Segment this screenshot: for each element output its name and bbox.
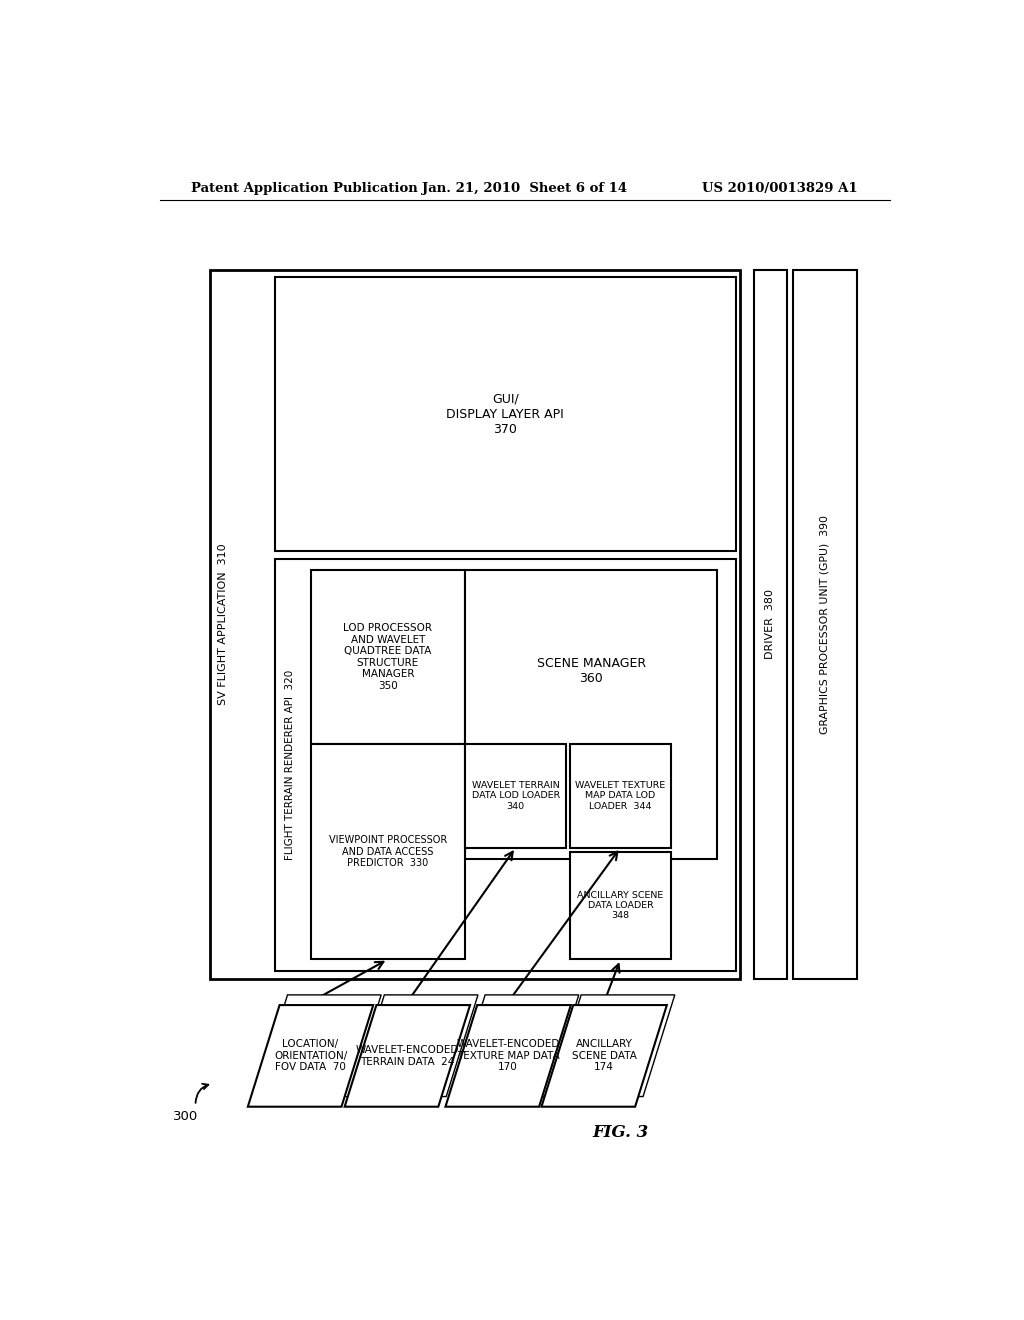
FancyBboxPatch shape: [274, 558, 736, 970]
FancyBboxPatch shape: [465, 570, 717, 859]
Text: GRAPHICS PROCESSOR UNIT (GPU)  390: GRAPHICS PROCESSOR UNIT (GPU) 390: [820, 515, 829, 734]
Polygon shape: [454, 995, 579, 1097]
Text: Jan. 21, 2010  Sheet 6 of 14: Jan. 21, 2010 Sheet 6 of 14: [422, 182, 628, 195]
FancyBboxPatch shape: [570, 744, 671, 847]
Text: 300: 300: [172, 1110, 198, 1123]
FancyBboxPatch shape: [274, 277, 736, 550]
Text: ANCILLARY
SCENE DATA
174: ANCILLARY SCENE DATA 174: [571, 1039, 637, 1072]
Text: FLIGHT TERRAIN RENDERER API  320: FLIGHT TERRAIN RENDERER API 320: [285, 669, 295, 859]
Polygon shape: [550, 995, 675, 1097]
FancyBboxPatch shape: [310, 744, 465, 960]
FancyBboxPatch shape: [465, 744, 566, 847]
Text: WAVELET TEXTURE
MAP DATA LOD
LOADER  344: WAVELET TEXTURE MAP DATA LOD LOADER 344: [575, 781, 666, 810]
Text: WAVELET-ENCODED
TEXTURE MAP DATA
170: WAVELET-ENCODED TEXTURE MAP DATA 170: [457, 1039, 560, 1072]
Text: WAVELET TERRAIN
DATA LOD LOADER
340: WAVELET TERRAIN DATA LOD LOADER 340: [471, 781, 560, 810]
Polygon shape: [542, 1005, 667, 1106]
Text: GUI/
DISPLAY LAYER API
370: GUI/ DISPLAY LAYER API 370: [446, 392, 564, 436]
Text: LOD PROCESSOR
AND WAVELET
QUADTREE DATA
STRUCTURE
MANAGER
350: LOD PROCESSOR AND WAVELET QUADTREE DATA …: [343, 623, 432, 690]
FancyBboxPatch shape: [210, 271, 740, 978]
Text: FIG. 3: FIG. 3: [592, 1123, 648, 1140]
Text: US 2010/0013829 A1: US 2010/0013829 A1: [702, 182, 858, 195]
FancyBboxPatch shape: [754, 271, 786, 978]
Text: SCENE MANAGER
360: SCENE MANAGER 360: [537, 657, 645, 685]
Text: LOCATION/
ORIENTATION/
FOV DATA  70: LOCATION/ ORIENTATION/ FOV DATA 70: [273, 1039, 347, 1072]
FancyBboxPatch shape: [310, 570, 465, 744]
Text: Patent Application Publication: Patent Application Publication: [191, 182, 418, 195]
Text: DRIVER  380: DRIVER 380: [765, 590, 775, 660]
Polygon shape: [345, 1005, 470, 1106]
Polygon shape: [256, 995, 381, 1097]
FancyBboxPatch shape: [570, 851, 671, 960]
Text: SV FLIGHT APPLICATION  310: SV FLIGHT APPLICATION 310: [218, 544, 228, 705]
Polygon shape: [248, 1005, 373, 1106]
Text: WAVELET-ENCODED
TERRAIN DATA  24: WAVELET-ENCODED TERRAIN DATA 24: [355, 1045, 459, 1067]
Text: ANCILLARY SCENE
DATA LOADER
348: ANCILLARY SCENE DATA LOADER 348: [578, 891, 664, 920]
Text: VIEWPOINT PROCESSOR
AND DATA ACCESS
PREDICTOR  330: VIEWPOINT PROCESSOR AND DATA ACCESS PRED…: [329, 836, 447, 869]
Polygon shape: [445, 1005, 570, 1106]
FancyBboxPatch shape: [793, 271, 856, 978]
Polygon shape: [352, 995, 478, 1097]
